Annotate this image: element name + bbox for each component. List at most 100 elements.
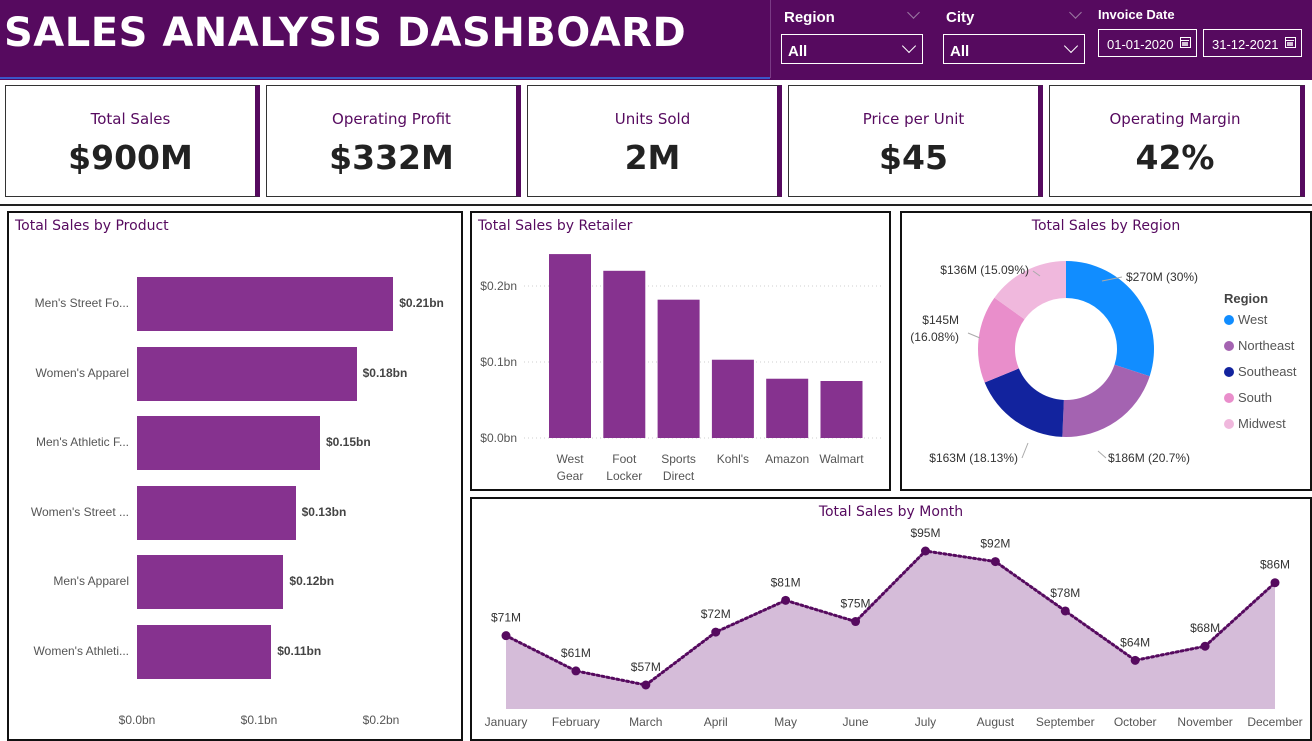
product-bar bbox=[137, 416, 320, 471]
month-point[interactable] bbox=[920, 546, 930, 556]
start-date-value: 01-01-2020 bbox=[1107, 37, 1174, 52]
region-slice-label: $163M (18.13%) bbox=[929, 451, 1018, 465]
month-point[interactable] bbox=[641, 680, 651, 690]
region-collapse-chevron-icon[interactable] bbox=[907, 6, 920, 19]
region-legend-item[interactable]: Northeast bbox=[1224, 338, 1294, 353]
kpi-label: Operating Profit bbox=[332, 110, 451, 128]
month-point[interactable] bbox=[1060, 606, 1070, 616]
region-chart-panel[interactable]: Total Sales by Region $270M (30%) $186M (… bbox=[900, 211, 1312, 491]
retailer-bar[interactable] bbox=[657, 299, 700, 438]
month-x-tick: June bbox=[843, 715, 869, 729]
month-point[interactable] bbox=[781, 595, 791, 605]
region-slice-label: (16.08%) bbox=[910, 330, 959, 344]
month-line bbox=[504, 549, 1277, 687]
end-date-value: 31-12-2021 bbox=[1212, 37, 1279, 52]
region-slice-label: $270M (30%) bbox=[1126, 270, 1198, 284]
start-date-input[interactable]: 01-01-2020 bbox=[1098, 29, 1197, 57]
calendar-icon[interactable] bbox=[1180, 37, 1191, 48]
region-legend-item[interactable]: South bbox=[1224, 390, 1272, 405]
region-dropdown[interactable]: All bbox=[781, 34, 923, 64]
city-dropdown[interactable]: All bbox=[943, 34, 1085, 64]
region-legend-label: Southeast bbox=[1238, 364, 1297, 379]
month-x-tick: December bbox=[1247, 715, 1302, 729]
product-category-label: Women's Apparel bbox=[35, 365, 129, 380]
dashboard-title: SALES ANALYSIS DASHBOARD bbox=[4, 10, 687, 56]
product-chart-title: Total Sales by Product bbox=[15, 218, 169, 234]
calendar-icon[interactable] bbox=[1285, 37, 1296, 48]
chevron-down-icon bbox=[1063, 38, 1079, 54]
region-legend-item[interactable]: Southeast bbox=[1224, 364, 1297, 379]
region-legend-item[interactable]: Midwest bbox=[1224, 416, 1286, 431]
product-value-label: $0.13bn bbox=[301, 504, 347, 519]
region-slice[interactable] bbox=[978, 297, 1025, 383]
kpi-label: Units Sold bbox=[614, 110, 691, 128]
product-value-label: $0.18bn bbox=[362, 365, 408, 380]
kpi-label: Price per Unit bbox=[862, 110, 965, 128]
month-point[interactable] bbox=[571, 666, 581, 676]
month-x-tick: April bbox=[704, 715, 728, 729]
region-legend-label: South bbox=[1238, 390, 1272, 405]
month-point[interactable] bbox=[990, 557, 1000, 567]
retailer-y-tick: $0.0bn bbox=[480, 431, 517, 445]
region-slice-label: $136M (15.09%) bbox=[940, 263, 1029, 277]
city-dropdown-value: All bbox=[950, 43, 970, 60]
product-x-tick: $0.0bn bbox=[118, 713, 156, 727]
region-chart-svg: $270M (30%) $186M (20.7%) $163M (18.13%) $1… bbox=[910, 261, 1198, 465]
region-slice-label: $186M (20.7%) bbox=[1108, 451, 1190, 465]
region-slice[interactable] bbox=[984, 368, 1064, 437]
month-point[interactable] bbox=[501, 631, 511, 641]
product-category-label: Women's Street ... bbox=[30, 504, 129, 519]
month-value-label: $75M bbox=[841, 597, 871, 611]
month-chart-panel[interactable]: Total Sales by Month $71M January $61M Febr… bbox=[470, 497, 1312, 741]
retailer-bar[interactable] bbox=[766, 378, 809, 438]
region-slice[interactable] bbox=[1066, 261, 1154, 377]
region-slice[interactable] bbox=[1062, 364, 1150, 437]
month-point[interactable] bbox=[1130, 655, 1140, 665]
month-value-label: $72M bbox=[701, 607, 731, 621]
kpi-card-operating-margin: Operating Margin 42% bbox=[1049, 85, 1305, 197]
retailer-bar[interactable] bbox=[549, 254, 591, 438]
month-point[interactable] bbox=[711, 627, 721, 637]
region-legend-item[interactable]: West bbox=[1224, 312, 1267, 327]
retailer-category-label: West bbox=[556, 452, 584, 466]
kpi-label: Total Sales bbox=[90, 110, 171, 128]
header-bar: SALES ANALYSIS DASHBOARD Region All City… bbox=[0, 0, 1312, 80]
retailer-bar[interactable] bbox=[711, 359, 754, 438]
end-date-input[interactable]: 31-12-2021 bbox=[1203, 29, 1302, 57]
legend-dot-icon bbox=[1224, 419, 1234, 429]
city-collapse-chevron-icon[interactable] bbox=[1069, 6, 1082, 19]
product-value-label: $0.15bn bbox=[326, 435, 371, 450]
product-chart-panel[interactable]: Total Sales by Product Men's Street Fo..… bbox=[7, 211, 463, 741]
region-chart-title: Total Sales by Region bbox=[1031, 218, 1181, 234]
retailer-category-label: Amazon bbox=[765, 452, 809, 466]
month-point[interactable] bbox=[1270, 578, 1280, 588]
retailer-bar[interactable] bbox=[603, 270, 646, 438]
retailer-bar[interactable] bbox=[820, 381, 863, 438]
kpi-value: $332M bbox=[329, 138, 454, 177]
month-chart-svg: $71M January $61M February $57M March $72M Apri… bbox=[485, 526, 1303, 729]
kpi-card-units-sold: Units Sold 2M bbox=[527, 85, 782, 197]
month-x-tick: November bbox=[1177, 715, 1232, 729]
product-category-label: Men's Athletic F... bbox=[36, 435, 129, 450]
region-slice-label: $145M bbox=[922, 313, 959, 327]
retailer-category-label: Foot bbox=[612, 452, 637, 466]
month-x-tick: July bbox=[915, 715, 936, 729]
month-point[interactable] bbox=[851, 617, 861, 627]
month-point[interactable] bbox=[1200, 641, 1210, 651]
region-leader-line bbox=[1097, 450, 1107, 459]
retailer-chart-panel[interactable]: Total Sales by Retailer $0.0bn $0.1bn $0.2… bbox=[470, 211, 891, 491]
retailer-category-label: Kohl's bbox=[717, 452, 749, 466]
product-x-tick: $0.2bn bbox=[362, 713, 400, 727]
month-value-label: $92M bbox=[980, 537, 1010, 551]
product-category-label: Men's Apparel bbox=[53, 574, 129, 589]
month-value-label: $95M bbox=[910, 526, 940, 540]
product-chart-area: Men's Street Fo... $0.21bn Women's Apparel… bbox=[9, 213, 461, 739]
region-dropdown-value: All bbox=[788, 43, 808, 60]
retailer-chart-title: Total Sales by Retailer bbox=[478, 218, 633, 234]
month-x-tick: September bbox=[1036, 715, 1095, 729]
header-accent-line bbox=[0, 77, 770, 79]
month-chart-title: Total Sales by Month bbox=[818, 504, 964, 520]
region-slice[interactable] bbox=[994, 261, 1066, 320]
kpi-separator bbox=[0, 204, 1312, 206]
month-value-label: $61M bbox=[561, 646, 591, 660]
